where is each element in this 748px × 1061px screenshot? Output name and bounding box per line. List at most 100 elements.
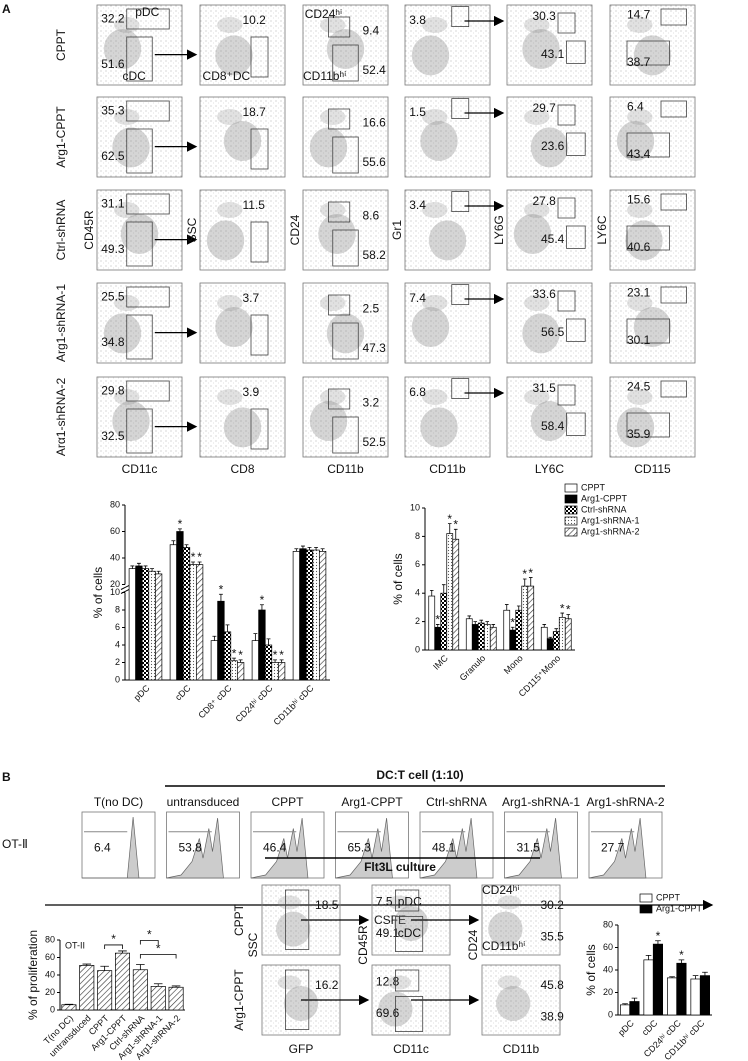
comparison-bracket bbox=[139, 954, 177, 959]
error-bar bbox=[232, 657, 237, 661]
gate bbox=[250, 221, 269, 263]
gate-value: 65.3 bbox=[348, 840, 372, 854]
gate bbox=[451, 191, 470, 213]
gate-value: 53.8 bbox=[179, 840, 203, 854]
cell-cloud bbox=[120, 214, 159, 254]
gate-name: CD11bʰⁱ bbox=[482, 939, 525, 953]
error-bar bbox=[300, 545, 305, 549]
legend-label: Arg1-CPPT bbox=[656, 903, 703, 913]
histogram-frame bbox=[81, 811, 156, 879]
gate bbox=[126, 286, 170, 308]
bar bbox=[540, 626, 548, 651]
gate-name: cDC bbox=[123, 69, 147, 83]
gate-name: CD24ʰⁱ bbox=[305, 7, 342, 21]
bar bbox=[434, 626, 442, 651]
bar bbox=[619, 1004, 631, 1016]
gate-value: 31.5 bbox=[533, 381, 557, 395]
y-axis-label: CD24 bbox=[288, 214, 302, 245]
cell-cloud bbox=[318, 214, 356, 254]
error-bar bbox=[485, 621, 490, 625]
bar bbox=[666, 977, 678, 1016]
cell-cloud bbox=[616, 121, 655, 161]
flow-plot bbox=[506, 376, 593, 458]
error-bar bbox=[645, 954, 652, 960]
gate-value: 2.5 bbox=[363, 302, 380, 316]
panel-label: A bbox=[2, 2, 11, 16]
error-bar bbox=[429, 589, 434, 597]
y-tick-label: 20 bbox=[603, 987, 613, 997]
gate-value: 3.2 bbox=[363, 396, 380, 410]
bar bbox=[169, 544, 178, 681]
gate-value: 25.5 bbox=[101, 290, 125, 304]
error-bar bbox=[447, 523, 452, 534]
gate-value: 3.8 bbox=[409, 13, 426, 27]
cell-cloud bbox=[112, 401, 150, 441]
error-bar bbox=[702, 971, 708, 976]
bar bbox=[452, 538, 460, 651]
error-bar bbox=[510, 626, 515, 631]
row-label: Arα1-shRNA-2 bbox=[54, 378, 68, 457]
x-tick-label: IMC bbox=[431, 653, 450, 672]
error-bar bbox=[491, 624, 496, 628]
significance: * bbox=[147, 928, 152, 942]
bar bbox=[217, 600, 225, 681]
row-label: CPPT bbox=[232, 903, 246, 936]
histogram bbox=[588, 817, 647, 879]
gate-value: 52.4 bbox=[363, 63, 387, 77]
y-tick-label: 40 bbox=[45, 969, 55, 979]
error-bar bbox=[516, 605, 521, 611]
cell-cloud bbox=[320, 389, 346, 405]
legend-swatch bbox=[564, 483, 578, 493]
gate-value: 3.4 bbox=[409, 198, 426, 212]
gate-name: CD8⁺DC bbox=[203, 69, 251, 83]
cell-cloud bbox=[522, 313, 560, 354]
error-bar bbox=[678, 959, 685, 964]
column-label: Arg1-shRNA-1 bbox=[502, 795, 580, 809]
gate bbox=[660, 8, 687, 26]
flow-plot bbox=[96, 376, 183, 458]
cell-cloud bbox=[524, 389, 550, 405]
y-tick-label: 0 bbox=[415, 644, 420, 654]
gate bbox=[660, 286, 687, 304]
error-bar bbox=[314, 547, 319, 551]
gate-value: 23.6 bbox=[541, 139, 565, 153]
error-bar bbox=[225, 624, 230, 632]
gate-name: cDC bbox=[398, 926, 422, 940]
x-axis-label: CD11b bbox=[503, 1042, 540, 1056]
x-tick-label: pDC bbox=[616, 1018, 636, 1038]
bar bbox=[446, 533, 454, 651]
gate-value: 46.4 bbox=[263, 840, 287, 854]
flow-plot bbox=[609, 282, 696, 364]
gate bbox=[660, 100, 687, 118]
error-bar bbox=[467, 615, 472, 619]
y-tick-label: 4 bbox=[115, 639, 120, 649]
histogram bbox=[504, 817, 562, 879]
bar bbox=[148, 570, 156, 681]
bar bbox=[182, 547, 191, 681]
gate bbox=[566, 318, 586, 342]
error-bar bbox=[184, 544, 189, 548]
cell-cloud bbox=[422, 109, 448, 125]
gate-value: 40.6 bbox=[627, 240, 651, 254]
bar bbox=[521, 585, 529, 651]
cell-cloud bbox=[411, 307, 450, 347]
histogram bbox=[166, 817, 224, 879]
cell-cloud bbox=[420, 121, 458, 161]
error-bar bbox=[118, 950, 127, 954]
row-label: Ctrl-shRNA bbox=[54, 200, 68, 261]
bar bbox=[515, 609, 523, 651]
y-tick-label: 8 bbox=[115, 604, 120, 614]
error-bar bbox=[307, 547, 312, 551]
cell-cloud bbox=[627, 202, 653, 218]
cell-cloud bbox=[326, 29, 365, 69]
error-bar bbox=[631, 997, 638, 1002]
bar bbox=[236, 662, 245, 681]
bar bbox=[97, 970, 113, 1011]
error-bar bbox=[171, 540, 176, 545]
gate-value: 58.2 bbox=[363, 248, 387, 262]
y-tick-label: 0 bbox=[115, 674, 120, 684]
flow-plot bbox=[96, 96, 183, 178]
cell-cloud bbox=[524, 202, 550, 218]
cell-cloud bbox=[627, 109, 653, 125]
flow-plot bbox=[481, 884, 561, 956]
